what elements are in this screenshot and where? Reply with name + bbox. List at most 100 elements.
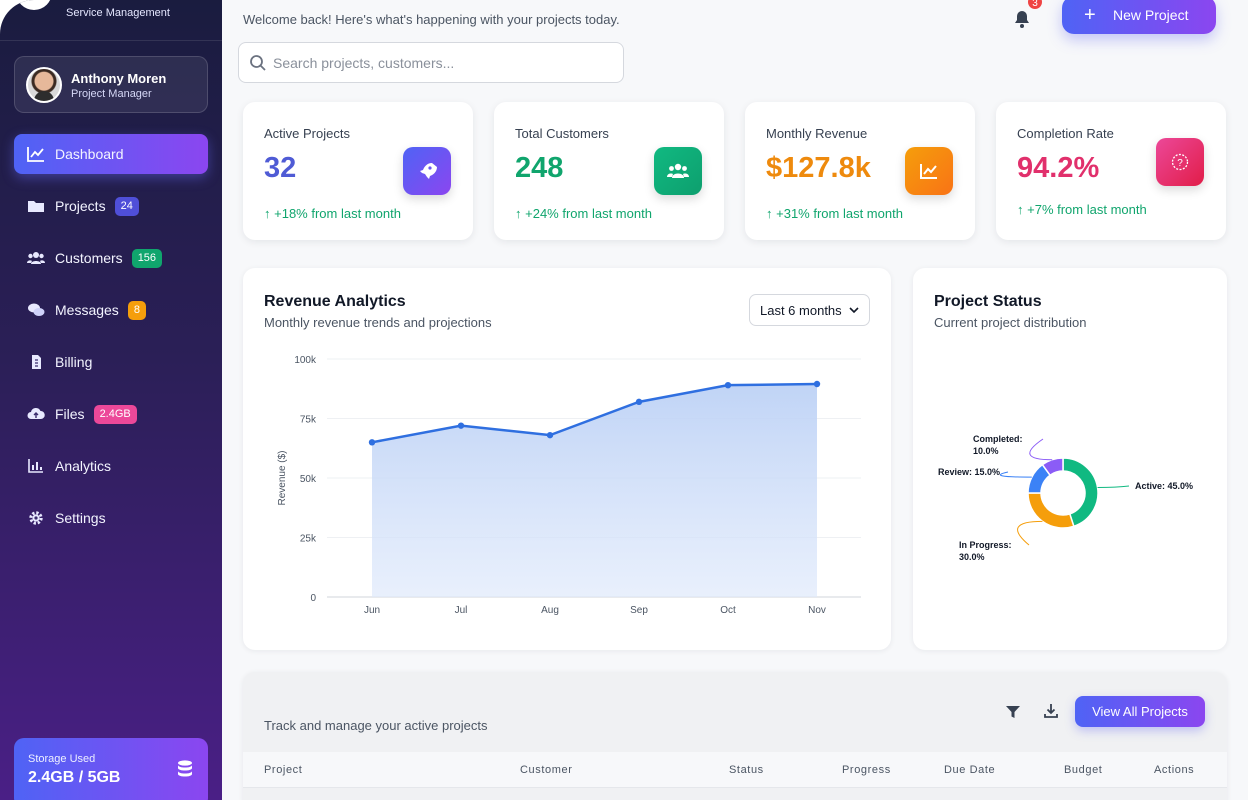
stat-change-text: +18% from last month <box>274 206 401 221</box>
users-icon <box>27 252 45 264</box>
projects-table-panel: Track and manage your active projects Vi… <box>243 672 1227 800</box>
x-tick-label: Sep <box>630 605 648 616</box>
storage-card: Storage Used 2.4GB / 5GB <box>14 738 208 800</box>
revenue-panel: Revenue Analytics Monthly revenue trends… <box>243 268 891 650</box>
search-input[interactable] <box>273 51 613 75</box>
stat-value: 32 <box>264 152 297 184</box>
stat-value: 248 <box>515 152 564 184</box>
chevron-down-icon <box>849 307 859 314</box>
main-content: Welcome back! Here's what's happening wi… <box>222 0 1248 800</box>
new-project-button[interactable]: + New Project <box>1062 0 1216 34</box>
date-range-select[interactable]: Last 6 months <box>749 294 870 326</box>
users-icon <box>654 147 702 195</box>
sidebar-item-label: Projects <box>55 198 106 214</box>
y-tick-label: 100k <box>294 355 317 366</box>
cloud-upload-icon <box>27 407 45 419</box>
column-header-project[interactable]: Project <box>264 764 303 776</box>
slice-label: In Progress: 30.0% <box>959 540 1012 562</box>
data-point <box>724 381 732 389</box>
gear-icon <box>29 511 43 525</box>
data-point <box>813 380 821 388</box>
new-project-label: New Project <box>1113 7 1189 23</box>
storage-label: Storage Used <box>28 753 96 765</box>
slice-leader-line <box>1017 520 1043 546</box>
sidebar-item-dashboard[interactable]: Dashboard <box>14 134 208 174</box>
count-badge: 2.4GB <box>93 404 137 424</box>
brand-logo <box>16 0 52 10</box>
donut-slice <box>1062 457 1099 528</box>
bell-icon[interactable] <box>1012 9 1032 29</box>
sidebar-item-label: Messages <box>55 302 119 318</box>
count-badge: 24 <box>114 196 139 216</box>
user-role: Project Manager <box>71 88 152 100</box>
notification-badge: 3 <box>1026 0 1044 11</box>
column-header-due-date[interactable]: Due Date <box>944 764 996 776</box>
slice-label: Active: 45.0% <box>1135 481 1193 491</box>
column-header-status[interactable]: Status <box>729 764 764 776</box>
data-point <box>368 439 376 446</box>
sidebar-item-label: Settings <box>55 510 106 526</box>
stat-change: ↑ +24% from last month <box>515 206 652 221</box>
status-panel: Project Status Current project distribut… <box>913 268 1227 650</box>
x-tick-label: Jul <box>455 605 468 616</box>
sidebar-item-customers[interactable]: Customers 156 <box>14 238 208 278</box>
column-header-budget[interactable]: Budget <box>1064 764 1103 776</box>
column-header-actions[interactable]: Actions <box>1154 764 1195 776</box>
stat-value: 94.2% <box>1017 152 1100 184</box>
table-subtitle: Track and manage your active projects <box>264 718 488 733</box>
stat-label: Monthly Revenue <box>766 126 868 141</box>
data-point <box>546 431 554 439</box>
x-tick-label: Jun <box>364 605 380 616</box>
download-icon[interactable] <box>1043 703 1059 719</box>
folder-icon <box>28 201 44 212</box>
rocket-icon <box>403 147 451 195</box>
column-header-progress[interactable]: Progress <box>842 764 891 776</box>
chart-line-icon <box>905 147 953 195</box>
sidebar-item-label: Files <box>55 406 85 422</box>
sidebar-item-analytics[interactable]: Analytics <box>14 446 208 486</box>
sidebar-item-projects[interactable]: Projects 24 <box>14 186 208 226</box>
donut-slice <box>1027 492 1075 529</box>
slice-leader-line <box>1097 485 1130 489</box>
panel-title: Project Status <box>934 293 1042 310</box>
stat-change: ↑ +7% from last month <box>1017 202 1147 217</box>
y-tick-label: 25k <box>300 534 317 545</box>
plus-icon: + <box>1084 3 1096 26</box>
x-tick-label: Oct <box>720 605 736 616</box>
filter-icon[interactable] <box>1005 704 1021 720</box>
stat-change: ↑ +18% from last month <box>264 206 401 221</box>
x-tick-label: Nov <box>808 605 826 616</box>
panel-subtitle: Monthly revenue trends and projections <box>264 315 492 330</box>
sidebar-item-files[interactable]: Files 2.4GB <box>14 394 208 434</box>
chat-icon <box>28 303 45 316</box>
slice-leader-line <box>1029 438 1053 461</box>
user-card[interactable]: Anthony Moren Project Manager <box>14 56 208 113</box>
status-chart: Active: 45.0% In Progress: 30.0% Review: 15… <box>938 434 1193 562</box>
brand-subtitle: Service Management <box>66 7 170 19</box>
data-point <box>457 422 465 429</box>
stat-label: Completion Rate <box>1017 126 1114 141</box>
stat-value: $127.8k <box>766 152 871 184</box>
stat-label: Total Customers <box>515 126 609 141</box>
question-circle-icon: ? <box>1156 138 1204 186</box>
storage-value: 2.4GB / 5GB <box>28 769 121 786</box>
chart-line-icon <box>27 147 44 162</box>
sidebar-item-settings[interactable]: Settings <box>14 498 208 538</box>
svg-text:?: ? <box>1177 158 1183 169</box>
slice-leader-line <box>1000 471 1032 478</box>
date-range-value: Last 6 months <box>760 302 842 318</box>
revenue-chart: 0 25k 50k 75k 100k Jun Jul Aug Sep Oct Nov Revenue … <box>277 355 861 616</box>
sidebar-item-messages[interactable]: Messages 8 <box>14 290 208 330</box>
stat-card-active-projects: Active Projects 32 ↑ +18% from last mont… <box>243 102 473 240</box>
sidebar-item-billing[interactable]: Billing <box>14 342 208 382</box>
column-header-customer[interactable]: Customer <box>520 764 573 776</box>
view-all-projects-button[interactable]: View All Projects <box>1075 696 1205 727</box>
database-icon <box>178 760 192 777</box>
count-badge: 156 <box>131 248 163 268</box>
stat-change-text: +24% from last month <box>525 206 652 221</box>
sidebar-item-label: Analytics <box>55 458 112 474</box>
welcome-message: Welcome back! Here's what's happening wi… <box>243 12 620 27</box>
slice-label: Review: 15.0% <box>938 467 1000 477</box>
stat-change-text: +7% from last month <box>1027 202 1147 217</box>
panel-subtitle: Current project distribution <box>934 315 1087 330</box>
